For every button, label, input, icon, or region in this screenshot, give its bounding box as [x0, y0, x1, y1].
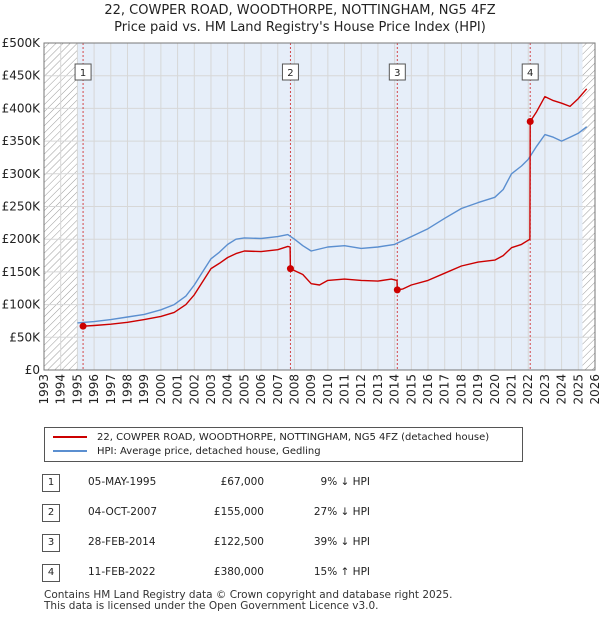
legend-swatch-property: [53, 436, 87, 438]
sale-date: 04-OCT-2007: [88, 506, 157, 518]
x-tick-label: 2005: [237, 374, 251, 405]
x-tick-label: 2013: [371, 374, 385, 405]
sale-date: 28-FEB-2014: [88, 536, 156, 548]
sale-label-box: [74, 63, 92, 81]
x-tick-label: 2024: [555, 374, 569, 405]
axes-frame: [43, 42, 596, 371]
sale-label: 2: [287, 68, 293, 79]
legend-item-hpi: HPI: Average price, detached house, Gedl…: [53, 445, 321, 459]
chart-title-line-2: Price paid vs. HM Land Registry's House …: [114, 20, 486, 35]
x-tick-label: 1993: [37, 374, 51, 405]
legend-label-hpi: HPI: Average price, detached house, Gedl…: [97, 446, 321, 457]
sale-badge: 4: [42, 564, 60, 582]
y-tick-label: £500K: [2, 36, 42, 50]
x-tick-label: 2002: [187, 374, 201, 405]
sale-label-box: [281, 63, 299, 81]
y-tick-label: £250K: [2, 200, 42, 214]
sale-point: [393, 286, 401, 294]
sale-badge: 3: [42, 534, 60, 552]
sale-label-box: [521, 63, 539, 81]
sale-point: [286, 265, 294, 273]
sale-hpi-delta: 15% ↑ HPI: [313, 566, 370, 578]
series-line: [77, 126, 588, 324]
y-tick-label: £450K: [2, 69, 42, 83]
sale-point: [79, 322, 87, 330]
x-tick-label: 2022: [521, 374, 535, 405]
sale-label: 4: [527, 68, 533, 79]
y-tick-label: £150K: [2, 265, 42, 279]
x-tick-label: 2026: [588, 374, 600, 405]
footer-licence: This data is licensed under the Open Gov…: [44, 600, 379, 612]
sale-label: 1: [80, 68, 86, 79]
x-tick-label: 2009: [304, 374, 318, 405]
y-tick-label: £0: [25, 363, 40, 377]
footer: Contains HM Land Registry data © Crown c…: [44, 590, 452, 612]
x-tick-label: 2016: [421, 374, 435, 405]
x-tick-label: 2021: [505, 374, 519, 405]
sale-badge: 2: [42, 504, 60, 522]
x-tick-label: 2011: [338, 374, 352, 405]
sale-label: 3: [394, 68, 400, 79]
x-tick-label: 1999: [137, 374, 151, 405]
sales-table: 1 05-MAY-1995 £67,000 9% ↓ HPI 2 04-OCT-…: [40, 470, 540, 590]
x-tick-label: 1996: [87, 374, 101, 405]
x-tick-label: 2019: [471, 374, 485, 405]
table-row: 4 11-FEB-2022 £380,000 15% ↑ HPI: [40, 560, 540, 590]
y-tick-label: £50K: [9, 330, 41, 344]
sale-date: 11-FEB-2022: [88, 566, 156, 578]
table-row: 1 05-MAY-1995 £67,000 9% ↓ HPI: [40, 470, 540, 500]
price-chart: 1 2 3 4 £0 £50K £100K £150K £200K £250K £300K £350…: [2, 36, 600, 405]
table-row: 2 04-OCT-2007 £155,000 27% ↓ HPI: [40, 500, 540, 530]
chart-title-line-1: 22, COWPER ROAD, WOODTHORPE, NOTTINGHAM,…: [104, 3, 496, 18]
x-tick-label: 2010: [321, 374, 335, 405]
y-tick-label: £200K: [2, 232, 42, 246]
y-tick-label: £100K: [2, 298, 42, 312]
sale-price: £67,000: [220, 476, 264, 488]
sale-price: £380,000: [213, 566, 264, 578]
legend-swatch-hpi: [53, 450, 87, 452]
sale-price: £155,000: [213, 506, 264, 518]
x-tick-label: 2000: [154, 374, 168, 405]
x-tick-label: 2008: [287, 374, 301, 405]
table-row: 3 28-FEB-2014 £122,500 39% ↓ HPI: [40, 530, 540, 560]
series-line: [83, 88, 588, 327]
x-tick-label: 2004: [221, 374, 235, 405]
y-tick-label: £350K: [2, 134, 42, 148]
sale-hpi-delta: 27% ↓ HPI: [313, 506, 370, 518]
x-tick-label: 2018: [454, 374, 468, 405]
sale-badge: 1: [42, 474, 60, 492]
legend-item-property: 22, COWPER ROAD, WOODTHORPE, NOTTINGHAM,…: [53, 431, 489, 445]
y-tick-label: £400K: [2, 101, 42, 115]
y-tick-label: £300K: [2, 167, 42, 181]
x-tick-label: 2025: [571, 374, 585, 405]
x-tick-label: 1994: [54, 374, 68, 405]
x-tick-label: 2001: [171, 374, 185, 405]
sale-date: 05-MAY-1995: [88, 476, 157, 488]
x-tick-label: 2017: [438, 374, 452, 405]
sale-label-box: [388, 63, 406, 81]
sale-point: [526, 117, 534, 125]
sale-hpi-delta: 9% ↓ HPI: [320, 476, 370, 488]
x-tick-label: 1998: [120, 374, 134, 405]
footer-copyright: Contains HM Land Registry data © Crown c…: [44, 589, 453, 601]
x-tick-label: 2003: [204, 374, 218, 405]
sale-hpi-delta: 39% ↓ HPI: [313, 536, 370, 548]
sale-price: £122,500: [213, 536, 264, 548]
x-tick-label: 2023: [538, 374, 552, 405]
x-tick-label: 2020: [488, 374, 502, 405]
legend: 22, COWPER ROAD, WOODTHORPE, NOTTINGHAM,…: [44, 427, 523, 462]
x-tick-label: 1995: [70, 374, 84, 405]
x-tick-label: 2015: [404, 374, 418, 405]
x-tick-label: 2014: [388, 374, 402, 405]
x-tick-label: 1997: [104, 374, 118, 405]
x-tick-label: 2006: [254, 374, 268, 405]
x-tick-label: 2012: [354, 374, 368, 405]
x-tick-label: 2007: [271, 374, 285, 405]
chart-title: 22, COWPER ROAD, WOODTHORPE, NOTTINGHAM,…: [0, 2, 600, 36]
legend-label-property: 22, COWPER ROAD, WOODTHORPE, NOTTINGHAM,…: [97, 432, 490, 443]
